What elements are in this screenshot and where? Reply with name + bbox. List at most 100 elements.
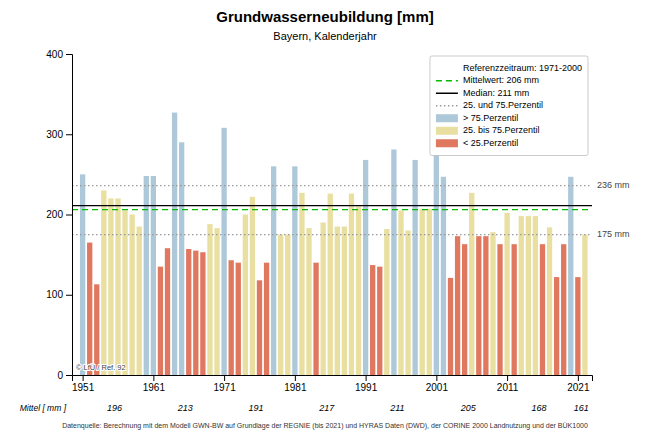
bar [207,224,212,375]
bar [349,194,354,375]
bar [271,166,276,375]
x-tick-mark [366,375,367,381]
legend-label: < 25.Perzentil [463,138,518,148]
bar [115,198,120,375]
bar [391,149,396,375]
y-tick: 300 [46,129,72,140]
bar [278,235,283,375]
legend-swatch [436,114,458,122]
legend-item: 25. und 75.Perzentil [436,100,543,110]
x-tick-mark [507,375,508,381]
y-axis-line [66,55,73,376]
legend-label: Median: 211 mm [463,88,529,98]
x-tick-label: 1961 [143,382,166,393]
bar [490,232,495,375]
x-tick-label: 1981 [284,382,307,393]
decade-mean: 211 [389,403,404,413]
bar [193,251,198,375]
annotation: © LfÜ / Ref. 92 [76,363,126,372]
x-tick-label: 2021 [567,382,590,393]
x-tick: 1991 [355,375,378,393]
y-tick-label: 200 [46,209,63,220]
y-tick-mark [66,134,72,135]
bar [575,277,580,375]
x-tick: 1981 [284,375,307,393]
bar [172,113,177,375]
legend-label: Referenzzeitraum: 1971-2000 [463,63,582,73]
bar [285,235,290,375]
legend-item: 25. bis 75.Perzentil [436,125,540,135]
bar [108,198,113,375]
x-tick: 2011 [497,375,519,393]
chart-container: Grundwasserneubildung [mm]Bayern, Kalend… [0,0,650,433]
bar [179,142,184,375]
y-tick-label: 400 [46,49,63,60]
x-tick: 2001 [426,375,449,393]
legend-item: Median: 211 mm [436,88,529,98]
x-tick: 1971 [213,375,236,393]
legend-swatch [436,139,458,147]
legend-label: > 75.Perzentil [463,113,518,123]
bar [356,206,361,375]
y-tick-mark [66,54,72,55]
decade-mean: 196 [107,403,122,413]
y-tick: 0 [57,370,72,381]
bar [582,235,587,375]
decade-mean: 191 [248,403,263,413]
bar [328,194,333,375]
x-tick-label: 1991 [355,382,378,393]
bar [363,160,368,375]
bar [526,216,531,375]
bar [384,229,389,375]
x-tick: 1961 [143,375,166,393]
y-tick-mark [66,215,72,216]
y-tick-label: 300 [46,129,63,140]
decade-mean: 168 [531,403,546,413]
bar [221,128,226,375]
legend-label: 25. bis 75.Perzentil [463,125,540,135]
bar [292,166,297,375]
footnote: Datenquelle: Berechnung mit dem Modell G… [62,422,588,430]
bar [483,236,488,375]
legend-swatch [436,127,458,135]
legend: Referenzzeitraum: 1971-2000 Mittelwert: 2… [430,56,588,156]
reference-line [72,205,592,206]
bar [568,177,573,375]
x-tick-mark [224,375,225,381]
decade-means: Mittel [ mm ]196213191217211205168161 [20,403,589,413]
bar [469,193,474,375]
bar [412,160,417,375]
reference-label: 236 mm [597,180,630,190]
reference-lines [72,186,592,235]
title: Grundwasserneubildung [mm] [216,8,434,25]
bar [158,267,163,375]
legend-item: Mittelwert: 206 mm [436,75,539,85]
legend-item: < 25.Perzentil [436,138,518,148]
bar [370,265,375,375]
decade-mean: 217 [318,403,335,413]
reference-label: 175 mm [597,229,630,239]
bar [547,227,552,375]
bar [214,228,219,375]
bar [405,231,410,375]
bar [497,244,502,375]
chart-svg: Grundwasserneubildung [mm]Bayern, Kalend… [0,0,650,433]
bar [87,243,92,375]
bar [250,197,255,375]
legend-item: Referenzzeitraum: 1971-2000 [463,63,582,73]
legend-line [436,80,458,82]
x-tick: 2021 [567,375,590,393]
x-tick-mark [578,375,579,381]
x-axis-line [73,376,593,382]
bar [427,209,432,375]
bar [94,284,99,375]
bar [321,223,326,375]
reference-line [72,185,592,186]
bar [554,277,559,375]
bar [540,244,545,375]
bar [306,228,311,375]
bar [420,209,425,375]
legend-label: Mittelwert: 206 mm [463,75,539,85]
bar [455,236,460,375]
reference-labels: 236 mm 175 mm [597,180,630,239]
